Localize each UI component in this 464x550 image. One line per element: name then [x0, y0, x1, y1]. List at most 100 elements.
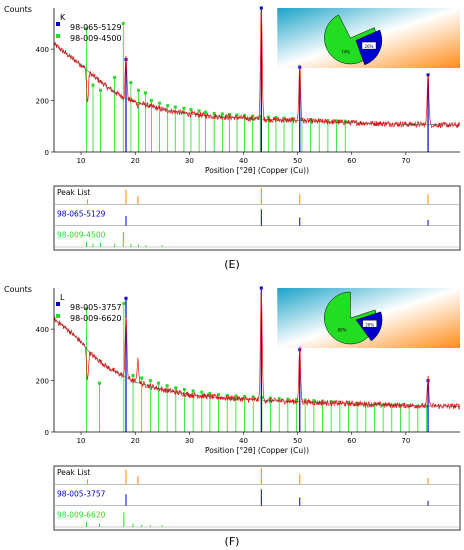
figure-caption: (F): [225, 535, 240, 548]
stick-marker: [234, 394, 238, 398]
stick-marker: [158, 101, 162, 105]
peak-list-box: [53, 465, 461, 531]
legend-marker: [56, 34, 60, 38]
stick-marker: [91, 83, 95, 87]
y-tick-label: 200: [36, 378, 49, 386]
stick-marker: [243, 395, 247, 399]
stick-marker: [97, 381, 101, 385]
stick-marker: [99, 88, 103, 92]
panel-letter: K: [60, 13, 66, 22]
stick-marker: [129, 81, 133, 85]
xrd-panel-K: Counts 74% 26% 0 200 400 10 20 30 40 50 60 70 Positio…: [4, 5, 461, 271]
peak-list-row-label: 98-009-4500: [57, 231, 106, 240]
stick-marker: [191, 389, 195, 393]
measured-diffractogram: [53, 287, 461, 410]
x-tick-label: 20: [131, 437, 140, 445]
pie-slice-label: 26%: [365, 44, 374, 49]
stick-marker: [312, 399, 316, 403]
stick-marker: [131, 373, 135, 377]
stick-marker: [173, 105, 177, 109]
pie-slice-label: 20%: [365, 322, 374, 327]
peak-list-row-label: 98-065-5129: [57, 209, 106, 218]
stick-marker: [84, 307, 88, 311]
x-tick-label: 30: [185, 157, 194, 165]
stick-marker: [122, 301, 126, 305]
pie-label-box: [361, 41, 377, 50]
stick-marker: [208, 391, 212, 395]
stick-marker: [235, 113, 239, 117]
figure-caption: (E): [224, 258, 240, 271]
stick-marker: [156, 381, 160, 385]
y-tick-label: 0: [45, 429, 49, 437]
stick-marker: [124, 296, 128, 300]
stick-marker: [251, 114, 255, 118]
x-tick-label: 60: [347, 157, 356, 165]
stick-marker: [140, 376, 144, 380]
stick-marker: [251, 395, 255, 399]
legend-entry-1: 98-065-5129: [70, 23, 122, 32]
peak-list-row-label: Peak List: [57, 188, 90, 197]
legend-marker: [56, 22, 60, 26]
stick-marker: [326, 119, 330, 123]
stick-marker: [182, 106, 186, 110]
stick-marker: [148, 379, 152, 383]
stick-marker: [364, 402, 368, 406]
x-tick-label: 10: [77, 157, 86, 165]
y-tick-label: 0: [45, 149, 49, 157]
peak-list-row-label: Peak List: [57, 468, 90, 477]
stick-marker: [217, 393, 221, 397]
stick-marker: [113, 75, 117, 79]
stick-marker: [295, 398, 299, 402]
y-tick-label: 200: [36, 98, 49, 106]
stick-marker: [258, 115, 262, 119]
fitted-background: [53, 43, 461, 126]
stick-marker: [225, 393, 229, 397]
stick-marker: [136, 88, 140, 92]
x-tick-label: 60: [347, 437, 356, 445]
stick-marker: [335, 119, 339, 123]
stick-marker: [149, 99, 153, 103]
stick-marker: [426, 73, 430, 77]
x-tick-label: 70: [401, 437, 410, 445]
peak-list-row-label: 98-005-3757: [57, 489, 106, 498]
legend-entry-2: 98-009-6620: [70, 314, 122, 323]
x-tick-label: 40: [239, 157, 248, 165]
stick-marker: [346, 401, 350, 405]
stick-marker: [174, 386, 178, 390]
stick-marker: [227, 112, 231, 116]
stick-marker: [84, 27, 88, 31]
stick-marker: [212, 111, 216, 115]
y-tick-label: 400: [36, 326, 49, 334]
stick-marker: [165, 384, 169, 388]
peak-list-row-label: 98-009-6620: [57, 511, 106, 520]
fitted-background: [53, 318, 461, 407]
stick-marker: [274, 116, 278, 120]
stick-marker: [182, 388, 186, 392]
x-tick-label: 50: [293, 437, 302, 445]
x-tick-label: 20: [131, 157, 140, 165]
legend-entry-1: 98-005-3757: [70, 303, 122, 312]
legend-marker: [56, 302, 60, 306]
x-tick-label: 70: [401, 157, 410, 165]
x-axis-label: Position [°2θ] (Copper (Cu)): [205, 446, 309, 455]
x-tick-label: 50: [293, 157, 302, 165]
xrd-panel-L: Counts 80% 20% 0 200 400 10 20 30 40 50 60 70 Positio…: [4, 285, 461, 548]
stick-marker: [121, 21, 125, 25]
legend-entry-2: 98-009-4500: [70, 34, 122, 43]
stick-marker: [204, 110, 208, 114]
measured-diffractogram: [53, 8, 461, 129]
stick-marker: [317, 118, 321, 122]
stick-marker: [197, 109, 201, 113]
pie-slice-label: 74%: [341, 49, 350, 54]
x-axis-label: Position [°2θ] (Copper (Cu)): [205, 166, 309, 175]
stick-marker: [277, 397, 281, 401]
stick-marker: [282, 116, 286, 120]
legend-marker: [56, 314, 60, 318]
y-tick-label: 400: [36, 46, 49, 54]
pie-label-box: [362, 320, 377, 328]
stick-marker: [303, 398, 307, 402]
stick-marker: [259, 6, 263, 10]
stick-marker: [309, 118, 313, 122]
x-tick-label: 40: [239, 437, 248, 445]
